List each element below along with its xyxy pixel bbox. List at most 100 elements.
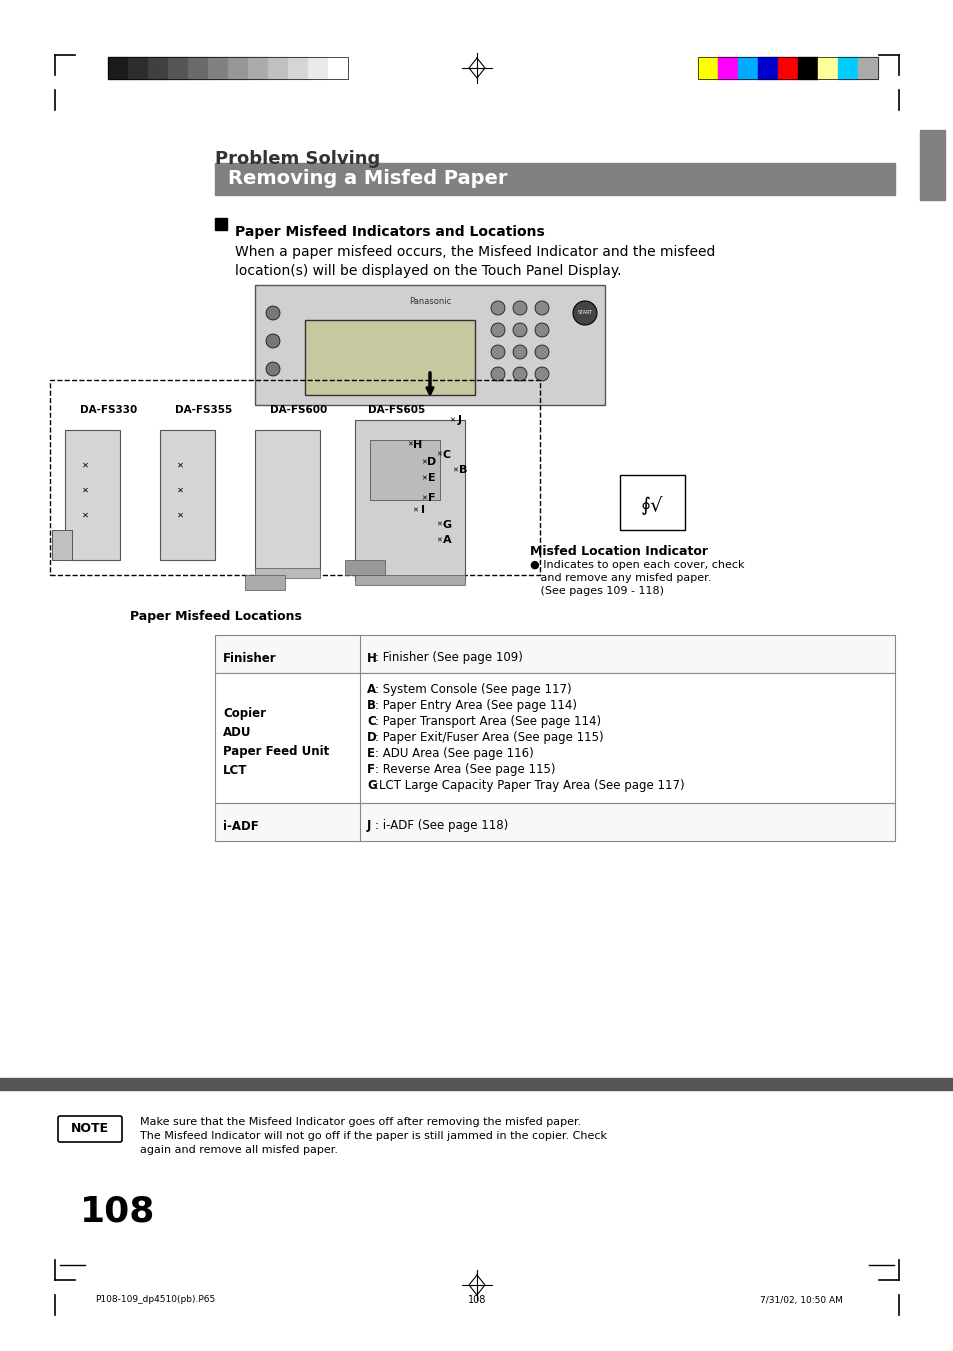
Text: : System Console (See page 117): : System Console (See page 117): [375, 684, 571, 696]
Bar: [817, 57, 837, 78]
Text: H: H: [367, 651, 376, 665]
Text: ✕: ✕: [412, 507, 417, 513]
Bar: [214, 218, 227, 230]
Text: ✕: ✕: [176, 511, 183, 520]
Bar: [214, 673, 894, 802]
Text: Paper Misfeed Indicators and Locations: Paper Misfeed Indicators and Locations: [234, 226, 544, 239]
Text: Finisher: Finisher: [223, 651, 276, 665]
Bar: [698, 57, 718, 78]
Text: : Paper Exit/Fuser Area (See page 115): : Paper Exit/Fuser Area (See page 115): [375, 731, 603, 744]
Circle shape: [491, 345, 504, 359]
Text: C: C: [367, 715, 375, 728]
Bar: [370, 440, 439, 500]
Text: ✕: ✕: [420, 459, 427, 465]
Circle shape: [266, 362, 280, 376]
Bar: [308, 57, 328, 78]
Circle shape: [535, 323, 548, 336]
Bar: [168, 57, 188, 78]
Text: : Paper Transport Area (See page 114): : Paper Transport Area (See page 114): [375, 715, 600, 728]
Bar: [738, 57, 758, 78]
Circle shape: [513, 323, 526, 336]
Text: DA-FS330: DA-FS330: [80, 405, 137, 415]
Text: D: D: [427, 457, 436, 467]
Bar: [148, 57, 168, 78]
Bar: [254, 285, 604, 405]
Text: NOTE: NOTE: [71, 1123, 109, 1135]
Circle shape: [491, 323, 504, 336]
Bar: [355, 420, 464, 580]
Bar: [919, 130, 944, 200]
Text: ✕: ✕: [420, 476, 427, 481]
Text: : i-ADF (See page 118): : i-ADF (See page 118): [375, 820, 508, 832]
Bar: [268, 57, 288, 78]
Bar: [0, 1078, 953, 1090]
Text: H: H: [413, 440, 422, 450]
Bar: [345, 561, 385, 576]
Text: When a paper misfeed occurs, the Misfeed Indicator and the misfeed
location(s) w: When a paper misfeed occurs, the Misfeed…: [234, 245, 715, 278]
Bar: [305, 320, 475, 394]
Text: ● Indicates to open each cover, check
   and remove any misfed paper.
   (See pa: ● Indicates to open each cover, check an…: [530, 561, 743, 596]
Circle shape: [535, 367, 548, 381]
Bar: [797, 57, 817, 78]
Bar: [160, 430, 214, 561]
Text: Misfed Location Indicator: Misfed Location Indicator: [530, 544, 707, 558]
Circle shape: [491, 367, 504, 381]
Circle shape: [513, 301, 526, 315]
Text: ✕: ✕: [81, 485, 89, 494]
Bar: [718, 57, 738, 78]
Circle shape: [491, 301, 504, 315]
Text: P108-109_dp4510(pb).P65: P108-109_dp4510(pb).P65: [95, 1296, 215, 1305]
Bar: [254, 430, 319, 570]
Text: DA-FS605: DA-FS605: [368, 405, 425, 415]
Text: ✕: ✕: [176, 461, 183, 470]
Text: : Reverse Area (See page 115): : Reverse Area (See page 115): [375, 763, 555, 775]
Bar: [698, 57, 877, 78]
Text: Copier
ADU
Paper Feed Unit
LCT: Copier ADU Paper Feed Unit LCT: [223, 707, 329, 777]
Bar: [188, 57, 208, 78]
Bar: [758, 57, 778, 78]
Text: 108: 108: [80, 1196, 155, 1229]
Text: B: B: [458, 465, 467, 476]
Text: ✕: ✕: [452, 467, 457, 473]
Bar: [50, 380, 539, 576]
Text: B: B: [367, 698, 375, 712]
Bar: [214, 635, 894, 673]
Bar: [857, 57, 877, 78]
Text: C: C: [442, 450, 451, 459]
Bar: [228, 57, 248, 78]
Circle shape: [513, 367, 526, 381]
Bar: [128, 57, 148, 78]
Text: Make sure that the Misfeed Indicator goes off after removing the misfed paper.
T: Make sure that the Misfeed Indicator goe…: [140, 1117, 606, 1155]
Text: A: A: [367, 684, 375, 696]
Text: ∮√: ∮√: [640, 496, 662, 515]
Bar: [214, 802, 894, 842]
Circle shape: [573, 301, 597, 326]
Circle shape: [513, 345, 526, 359]
Text: ✕: ✕: [449, 417, 455, 423]
Text: DA-FS355: DA-FS355: [174, 405, 232, 415]
Text: : ADU Area (See page 116): : ADU Area (See page 116): [375, 747, 533, 761]
Text: Problem Solving: Problem Solving: [214, 150, 380, 168]
Circle shape: [535, 301, 548, 315]
Text: DA-FS600: DA-FS600: [270, 405, 327, 415]
Text: J: J: [367, 820, 371, 832]
Text: E: E: [367, 747, 375, 761]
Text: ✕: ✕: [420, 494, 427, 501]
Text: ✕: ✕: [436, 453, 441, 458]
Text: i-ADF: i-ADF: [223, 820, 258, 832]
Text: I: I: [420, 505, 424, 515]
Text: E: E: [428, 473, 436, 484]
Circle shape: [266, 305, 280, 320]
Circle shape: [266, 334, 280, 349]
Text: Paper Misfeed Locations: Paper Misfeed Locations: [130, 611, 301, 623]
Bar: [208, 57, 228, 78]
Bar: [619, 476, 684, 530]
Text: ✕: ✕: [81, 511, 89, 520]
Bar: [65, 430, 120, 561]
Text: ✕: ✕: [436, 521, 441, 528]
Circle shape: [535, 345, 548, 359]
Text: J: J: [457, 415, 461, 426]
Text: 7/31/02, 10:50 AM: 7/31/02, 10:50 AM: [760, 1296, 842, 1305]
Text: F: F: [367, 763, 375, 775]
Bar: [837, 57, 857, 78]
